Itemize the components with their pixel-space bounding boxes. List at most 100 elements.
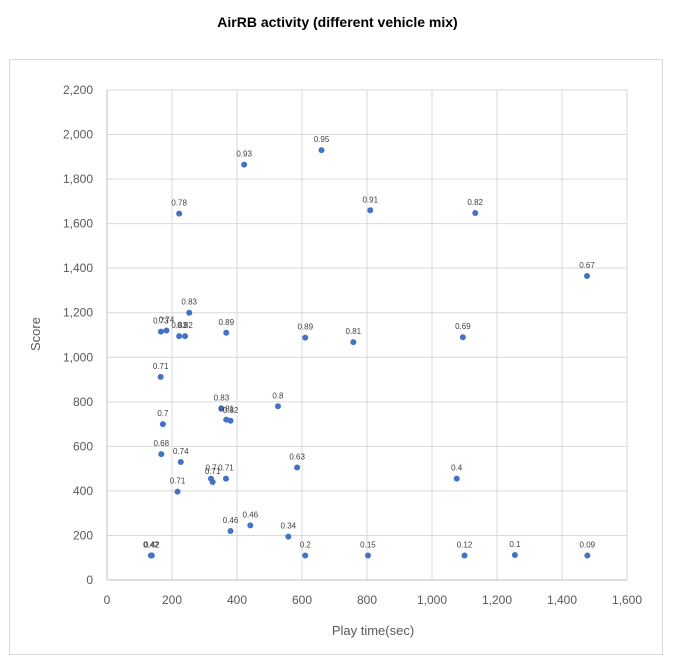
data-point — [222, 475, 229, 482]
x-tick-label: 1,000 — [417, 593, 447, 607]
chart-frame — [9, 59, 663, 655]
data-label: 0.1 — [509, 540, 521, 549]
data-point — [227, 528, 234, 534]
data-point — [176, 333, 183, 340]
data-label: 0.81 — [346, 327, 362, 336]
y-tick-label: 200 — [73, 528, 93, 542]
data-point — [209, 479, 216, 485]
data-point — [285, 533, 292, 540]
y-tick-label: 0 — [86, 573, 93, 587]
data-point — [364, 552, 371, 559]
data-point — [511, 552, 518, 559]
data-label: 0.15 — [360, 541, 376, 550]
data-point — [174, 488, 181, 495]
data-labels: 0.930.950.78 0.91 0.820.670.830.730.740.83… — [143, 135, 596, 549]
y-tick-label: 2,000 — [63, 128, 93, 142]
data-label: 0.8 — [272, 391, 284, 400]
data-label: 0.83 — [181, 298, 197, 307]
data-point — [459, 334, 466, 341]
data-label: 0.4 — [451, 464, 463, 473]
data-label: 0.91 — [362, 195, 378, 204]
data-label: 0.69 — [455, 322, 471, 331]
x-tick-label: 800 — [357, 593, 377, 607]
y-tick-label: 1,200 — [63, 306, 93, 320]
data-point — [227, 417, 234, 424]
tick-labels: 0 200 400 600 800 1,000 1,200 1,400 1,600 1,800 2,… — [63, 83, 642, 607]
x-tick-label: 600 — [292, 593, 312, 607]
x-tick-label: 400 — [227, 593, 247, 607]
data-point — [302, 334, 309, 341]
data-point — [159, 421, 166, 428]
data-label: 0.93 — [236, 150, 252, 159]
data-point — [148, 552, 155, 559]
y-tick-label: 400 — [73, 484, 93, 498]
data-label: 0.73 — [153, 317, 169, 326]
data-point — [218, 405, 225, 412]
data-point — [157, 328, 164, 335]
data-label: 0.89 — [218, 318, 234, 327]
data-point — [177, 458, 184, 465]
data-point — [158, 451, 165, 458]
data-label: 0.78 — [171, 199, 187, 208]
data-label: 0.46 — [243, 510, 259, 519]
data-label: 0.71 — [205, 467, 221, 476]
data-label: 0.83 — [171, 321, 187, 330]
data-label: 0.09 — [580, 541, 596, 550]
data-label: 0.74 — [173, 447, 189, 456]
x-tick-label: 1,200 — [482, 593, 512, 607]
data-label: 0.82 — [467, 198, 483, 207]
data-label: 0.42 — [144, 541, 160, 550]
data-point — [274, 403, 281, 410]
data-label: 0.81 — [218, 405, 234, 414]
data-label: 0.71 — [153, 362, 169, 371]
data-point — [241, 161, 248, 168]
x-tick-label: 0 — [104, 593, 111, 607]
data-label: 0.7 — [205, 464, 217, 473]
y-tick-label: 2,200 — [63, 83, 93, 97]
x-tick-label: 1,400 — [547, 593, 577, 607]
data-point — [584, 552, 591, 559]
x-tick-label: 1,600 — [612, 593, 642, 607]
data-label: 0.95 — [314, 135, 330, 144]
data-label: 0.12 — [457, 541, 473, 550]
x-axis-title: Play time(sec) — [332, 623, 414, 638]
data-point — [302, 552, 309, 559]
y-tick-label: 600 — [73, 439, 93, 453]
y-tick-label: 1,600 — [63, 217, 93, 231]
data-point — [350, 339, 357, 346]
data-label: 0.74 — [159, 316, 175, 325]
data-point — [176, 210, 183, 217]
data-label: 0.83 — [214, 394, 230, 403]
data-point — [186, 309, 193, 316]
data-label: 0.34 — [281, 522, 297, 531]
data-point — [163, 327, 170, 334]
data-point — [247, 522, 254, 529]
data-point — [453, 475, 460, 482]
y-tick-label: 1,400 — [63, 261, 93, 275]
data-label: 0.46 — [223, 516, 239, 525]
data-point — [318, 147, 325, 154]
data-label: 0.82 — [223, 406, 239, 415]
data-label: 0.89 — [297, 323, 313, 332]
y-tick-label: 800 — [73, 395, 93, 409]
axes — [106, 90, 627, 581]
data-label: 0.63 — [289, 453, 305, 462]
data-label: 0.7 — [157, 409, 169, 418]
data-label: 0.71 — [170, 477, 186, 486]
data-label: 0.67 — [579, 261, 595, 270]
y-tick-label: 1,800 — [63, 172, 93, 186]
data-label: 0.71 — [218, 464, 234, 473]
data-point — [157, 373, 164, 380]
data-point — [584, 272, 591, 279]
data-point — [367, 207, 374, 214]
data-point — [182, 333, 188, 340]
data-point — [461, 552, 468, 559]
data-point — [223, 329, 230, 336]
x-tick-label: 200 — [162, 593, 182, 607]
data-points — [147, 147, 591, 559]
y-axis-title: Score — [28, 317, 43, 351]
data-label: 0.68 — [153, 439, 169, 448]
data-label: 0.2 — [300, 541, 312, 550]
data-label: 0.42 — [143, 541, 159, 550]
